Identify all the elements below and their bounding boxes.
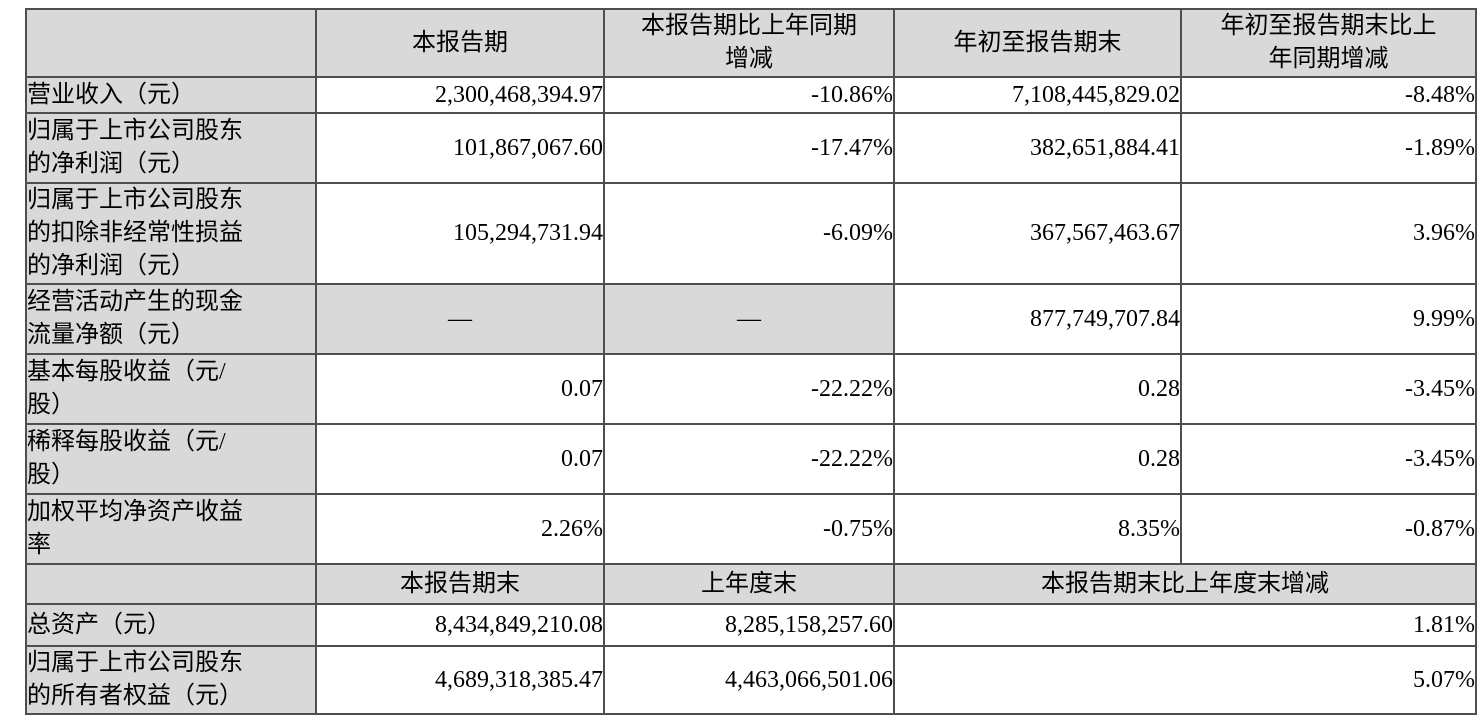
column-header-period-end: 本报告期末 (315, 563, 605, 605)
financial-summary-table: 本报告期 本报告期比上年同期 增减 年初至报告期末 年初至报告期末比上 年同期增… (25, 8, 1477, 715)
row-label: 经营活动产生的现金 流量净额（元） (25, 283, 317, 355)
period-end-change: 1.81% (893, 603, 1477, 647)
prev-year-end-value: 4,463,066,501.06 (603, 645, 895, 715)
row-label: 稀释每股收益（元/ 股） (25, 423, 317, 495)
column-header-prev-year-end: 上年度末 (603, 563, 895, 605)
row-label: 加权平均净资产收益 率 (25, 493, 317, 565)
current-period-value: 2,300,468,394.97 (315, 76, 605, 114)
column-header-ytd: 年初至报告期末 (893, 8, 1182, 78)
ytd-value: 877,749,707.84 (893, 283, 1182, 355)
table-row: 营业收入（元） 2,300,468,394.97 -10.86% 7,108,4… (25, 76, 1477, 114)
ytd-change: 3.96% (1180, 182, 1477, 285)
current-period-change: -22.22% (603, 353, 895, 425)
current-period-value: 0.07 (315, 353, 605, 425)
ytd-value: 0.28 (893, 423, 1182, 495)
ytd-value: 382,651,884.41 (893, 112, 1182, 184)
period-end-value: 8,434,849,210.08 (315, 603, 605, 647)
table-row: 归属于上市公司股东 的净利润（元） 101,867,067.60 -17.47%… (25, 112, 1477, 184)
period-end-change: 5.07% (893, 645, 1477, 715)
row-label: 归属于上市公司股东 的扣除非经常性损益 的净利润（元） (25, 182, 317, 285)
current-period-value: — (315, 283, 605, 355)
table-row: 加权平均净资产收益 率 2.26% -0.75% 8.35% -0.87% (25, 493, 1477, 565)
table-row: 经营活动产生的现金 流量净额（元） — — 877,749,707.84 9.9… (25, 283, 1477, 355)
column-header-current-period-change: 本报告期比上年同期 增减 (603, 8, 895, 78)
table-row: 归属于上市公司股东 的所有者权益（元） 4,689,318,385.47 4,4… (25, 645, 1477, 715)
current-period-value: 105,294,731.94 (315, 182, 605, 285)
row-label: 归属于上市公司股东 的净利润（元） (25, 112, 317, 184)
ytd-change: -3.45% (1180, 353, 1477, 425)
current-period-value: 0.07 (315, 423, 605, 495)
ytd-change: 9.99% (1180, 283, 1477, 355)
current-period-value: 101,867,067.60 (315, 112, 605, 184)
table-row: 基本每股收益（元/ 股） 0.07 -22.22% 0.28 -3.45% (25, 353, 1477, 425)
ytd-change: -8.48% (1180, 76, 1477, 114)
row-label: 归属于上市公司股东 的所有者权益（元） (25, 645, 317, 715)
column-header-ytd-change: 年初至报告期末比上 年同期增减 (1180, 8, 1477, 78)
ytd-change: -1.89% (1180, 112, 1477, 184)
ytd-change: -0.87% (1180, 493, 1477, 565)
current-period-change: -6.09% (603, 182, 895, 285)
table-row: 总资产（元） 8,434,849,210.08 8,285,158,257.60… (25, 603, 1477, 647)
ytd-value: 0.28 (893, 353, 1182, 425)
header-row: 本报告期 本报告期比上年同期 增减 年初至报告期末 年初至报告期末比上 年同期增… (25, 8, 1477, 78)
current-period-change: -22.22% (603, 423, 895, 495)
subheader-row: 本报告期末 上年度末 本报告期末比上年度末增减 (25, 563, 1477, 605)
row-label: 总资产（元） (25, 603, 317, 647)
row-label: 营业收入（元） (25, 76, 317, 114)
table-row: 稀释每股收益（元/ 股） 0.07 -22.22% 0.28 -3.45% (25, 423, 1477, 495)
period-end-value: 4,689,318,385.47 (315, 645, 605, 715)
current-period-change: -10.86% (603, 76, 895, 114)
row-label: 基本每股收益（元/ 股） (25, 353, 317, 425)
current-period-change: -17.47% (603, 112, 895, 184)
subheader-blank (25, 563, 317, 605)
prev-year-end-value: 8,285,158,257.60 (603, 603, 895, 647)
ytd-value: 367,567,463.67 (893, 182, 1182, 285)
current-period-value: 2.26% (315, 493, 605, 565)
column-header-period-end-change: 本报告期末比上年度末增减 (893, 563, 1477, 605)
ytd-value: 8.35% (893, 493, 1182, 565)
ytd-value: 7,108,445,829.02 (893, 76, 1182, 114)
column-header-current-period: 本报告期 (315, 8, 605, 78)
current-period-change: — (603, 283, 895, 355)
column-header-blank (25, 8, 317, 78)
table-row: 归属于上市公司股东 的扣除非经常性损益 的净利润（元） 105,294,731.… (25, 182, 1477, 285)
current-period-change: -0.75% (603, 493, 895, 565)
ytd-change: -3.45% (1180, 423, 1477, 495)
